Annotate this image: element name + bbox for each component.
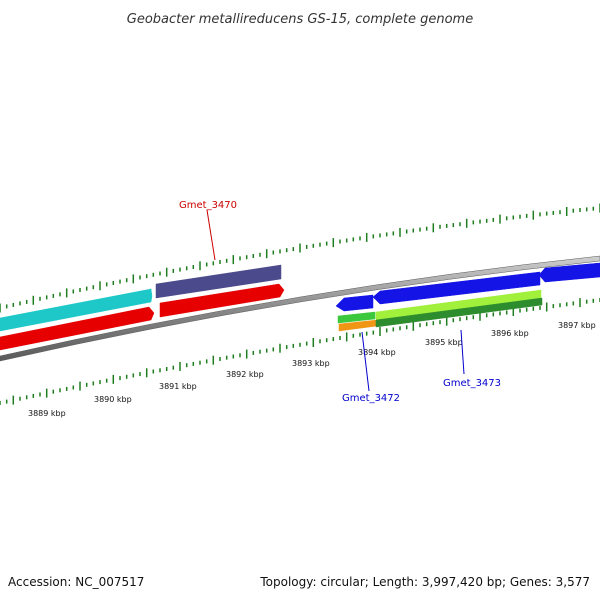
red-reverse-gene[interactable] (0, 306, 155, 351)
green-small-gene[interactable] (337, 311, 376, 324)
tick-label: 3892 kbp (226, 370, 264, 379)
tick-label: 3891 kbp (159, 382, 197, 391)
tick-label: 3896 kbp (491, 329, 529, 338)
tick-label: 3889 kbp (28, 409, 66, 418)
gene-label-text: Gmet_3473 (443, 378, 501, 389)
blue-small-gene[interactable] (335, 294, 374, 312)
leader-line (361, 331, 370, 392)
gene-label-text: Gmet_3472 (342, 393, 400, 404)
blue-large-gene[interactable] (372, 271, 541, 305)
cyan-forward-gene[interactable] (0, 288, 153, 332)
tick-label: 3890 kbp (94, 395, 132, 404)
gene-features (0, 262, 600, 351)
darkgreen-large-gene[interactable] (375, 297, 543, 328)
scale-labels: 3889 kbp 3890 kbp 3891 kbp 3892 kbp 3893… (28, 321, 596, 418)
genome-stats-text: Topology: circular; Length: 3,997,420 bp… (259, 575, 590, 589)
blue-right-gene[interactable] (538, 262, 600, 283)
tick-label: 3895 kbp (425, 338, 463, 347)
leader-line (206, 209, 216, 261)
gene-label-gmet-3472[interactable]: Gmet_3472 (342, 331, 400, 404)
genome-backbone (0, 255, 600, 362)
accession-text: Accession: NC_007517 (8, 575, 144, 589)
tick-label: 3893 kbp (292, 359, 330, 368)
tick-label: 3894 kbp (358, 348, 396, 357)
purple-forward-gene[interactable] (155, 264, 282, 299)
tick-label: 3897 kbp (558, 321, 596, 330)
gene-label-gmet-3473[interactable]: Gmet_3473 (443, 329, 501, 389)
lower-tick-track (0, 298, 600, 405)
map-title: Geobacter metallireducens GS-15, complet… (127, 12, 473, 27)
leader-line (460, 329, 465, 375)
gene-label-text: Gmet_3470 (179, 200, 237, 211)
gene-label-gmet-3470[interactable]: Gmet_3470 (179, 200, 237, 261)
red-forward-gene[interactable] (159, 283, 285, 318)
upper-tick-track (0, 203, 600, 313)
